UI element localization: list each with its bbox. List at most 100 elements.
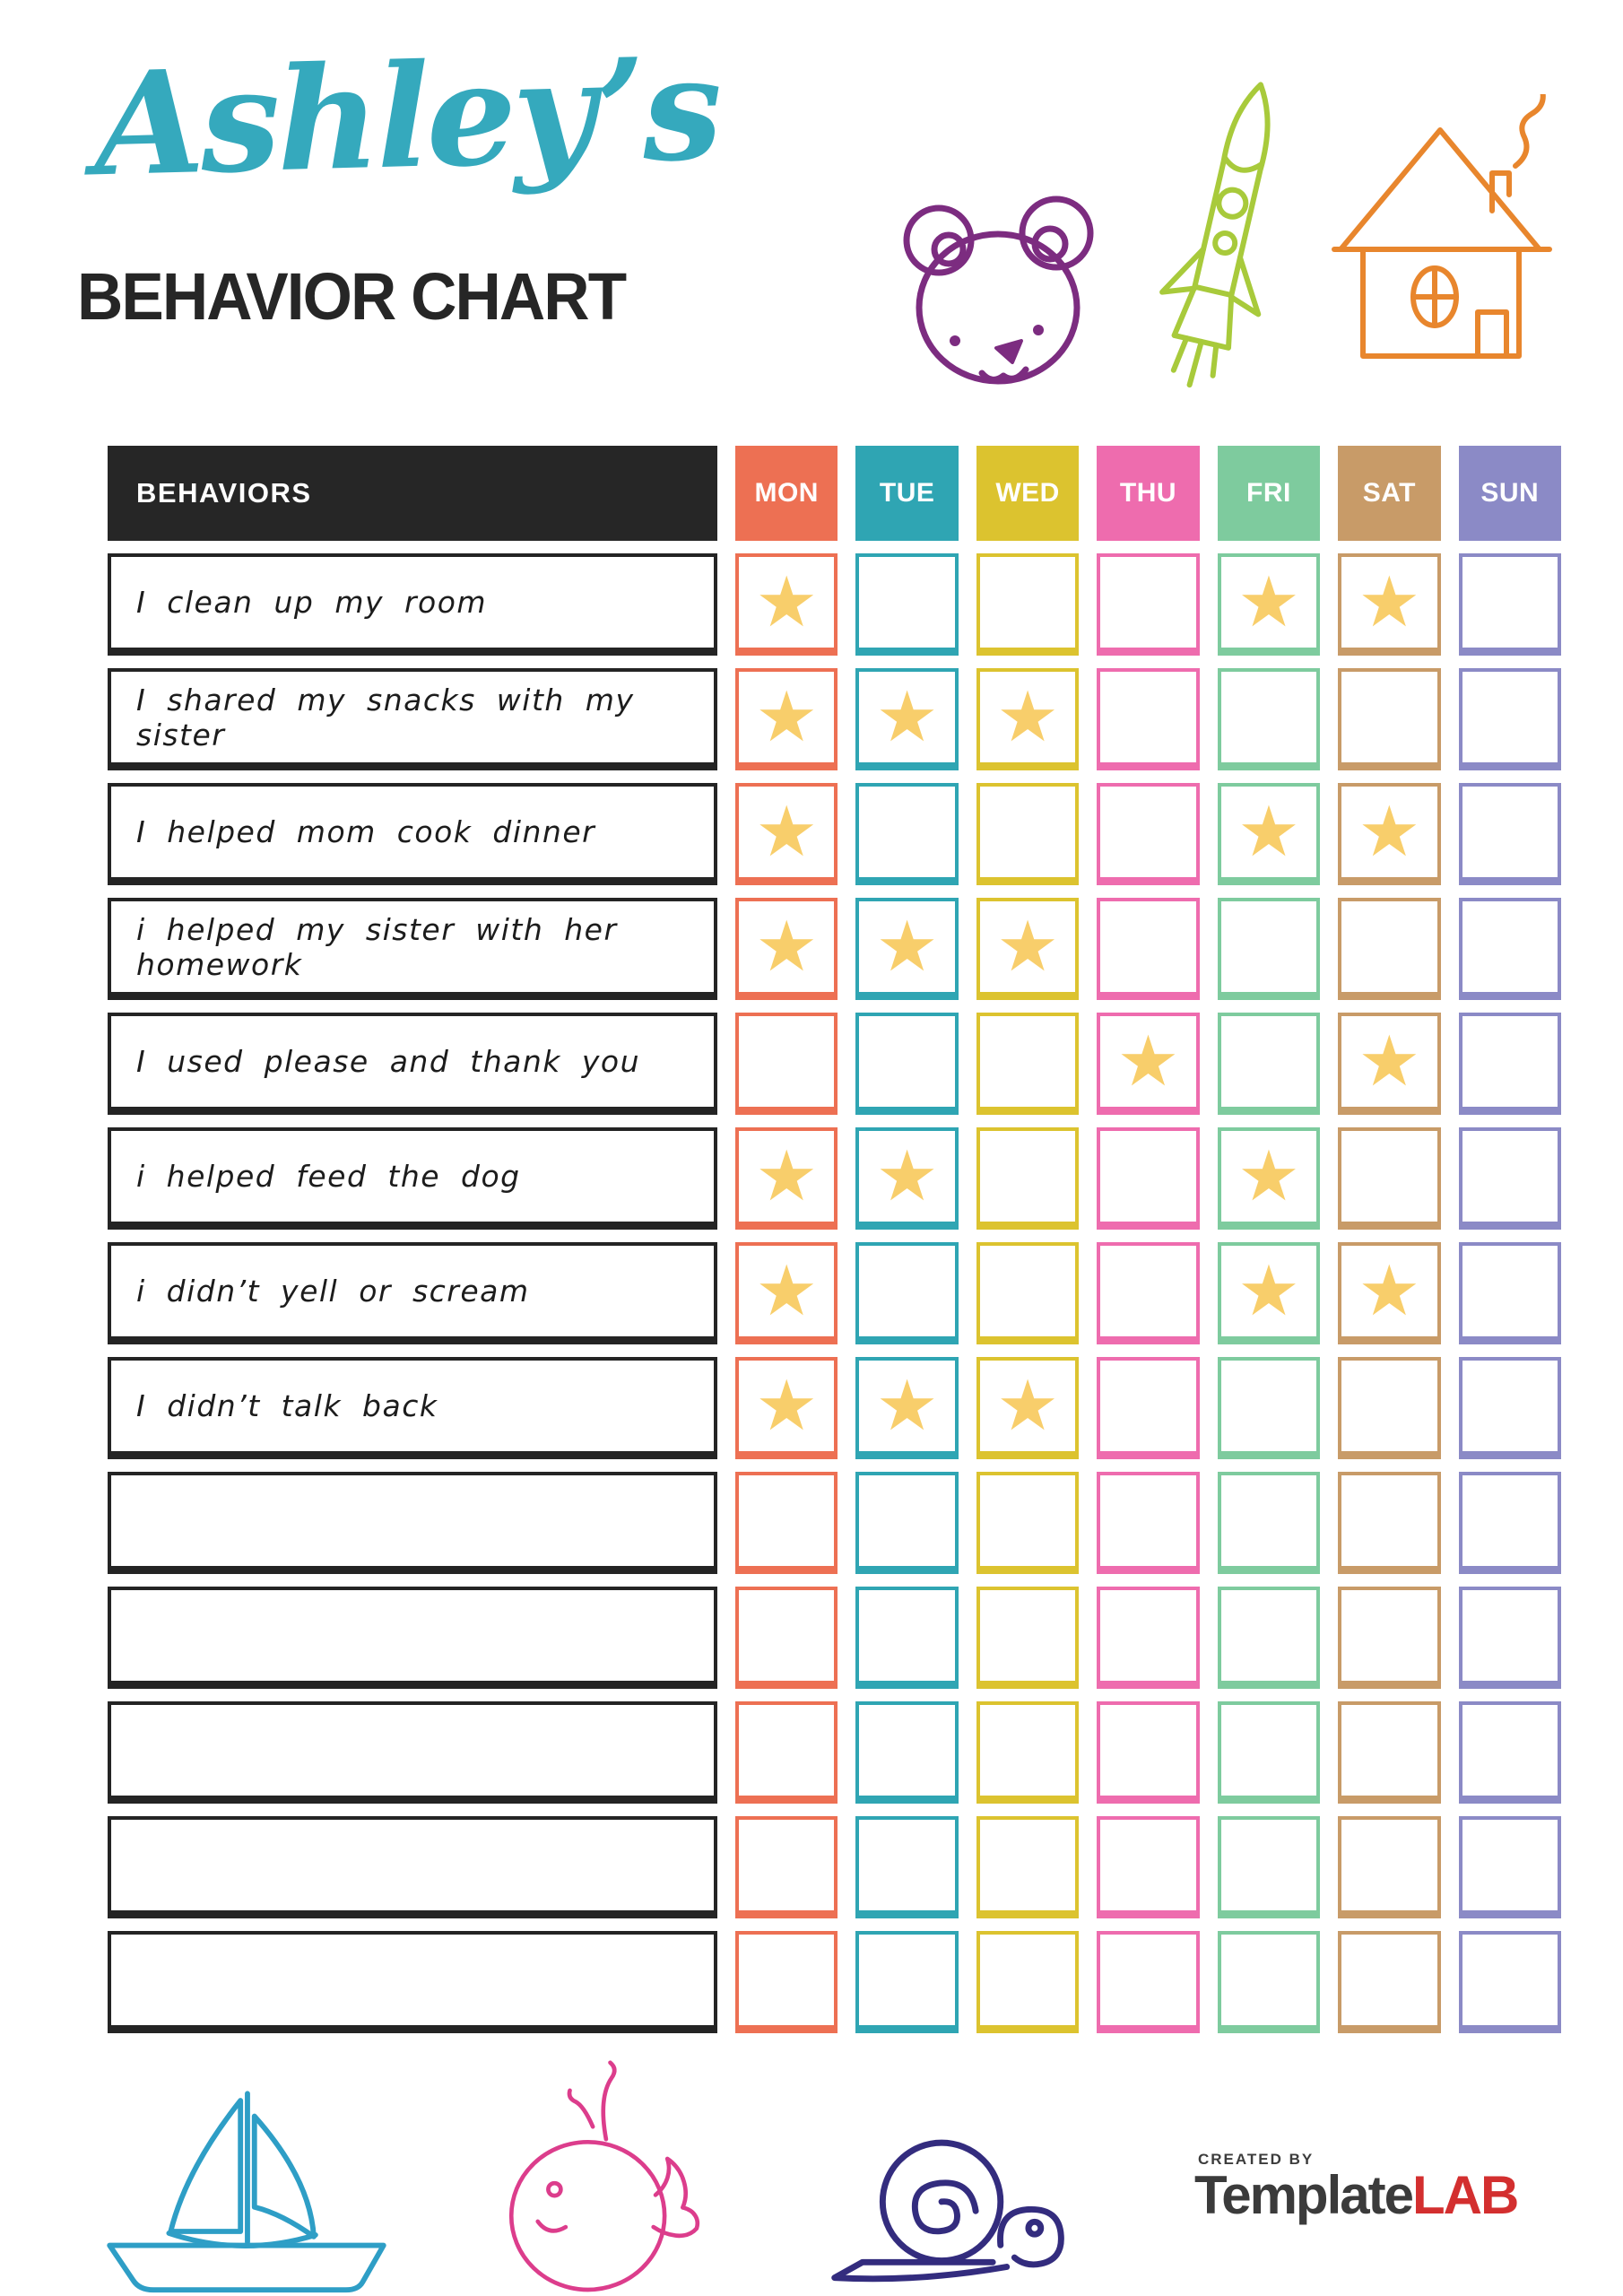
brand-primary: Template (1194, 2165, 1414, 2225)
behavior-cell-fri-row7: ★ (1217, 1242, 1321, 1344)
behavior-table: BEHAVIORS MON TUE WED THU FRI SAT SUN I clean up… (108, 446, 1561, 2033)
star-icon: ★ (875, 906, 939, 987)
behavior-cell-mon-row3: ★ (735, 783, 838, 885)
behavior-cell-thu-row1 (1097, 553, 1200, 656)
star-icon: ★ (1358, 561, 1421, 643)
behavior-cell-sat-row9 (1338, 1472, 1441, 1574)
behavior-cell-sun-row13 (1458, 1931, 1561, 2033)
behavior-cell-sun-row12 (1458, 1816, 1561, 1918)
behavior-cell-sat-row7: ★ (1338, 1242, 1441, 1344)
behavior-cell-thu-row13 (1097, 1931, 1200, 2033)
behavior-cell-mon-row6: ★ (735, 1127, 838, 1230)
behavior-cell-wed-row10 (976, 1587, 1080, 1689)
behavior-cell-mon-row1: ★ (735, 553, 838, 656)
behavior-cell-fri-row5 (1217, 1013, 1321, 1115)
behavior-cell-tue-row9 (855, 1472, 959, 1574)
behavior-cell-fri-row6: ★ (1217, 1127, 1321, 1230)
behavior-cell-sun-row9 (1458, 1472, 1561, 1574)
behavior-cell-sun-row5 (1458, 1013, 1561, 1115)
behavior-cell-mon-row5 (735, 1013, 838, 1115)
behavior-cell-thu-row3 (1097, 783, 1200, 885)
behavior-label: I used please and thank you (108, 1013, 717, 1115)
behavior-cell-wed-row6 (976, 1127, 1080, 1230)
behavior-cell-thu-row11 (1097, 1701, 1200, 1804)
star-icon: ★ (875, 1365, 939, 1447)
behavior-cell-sat-row5: ★ (1338, 1013, 1441, 1115)
behavior-cell-sun-row11 (1458, 1701, 1561, 1804)
behavior-cell-wed-row11 (976, 1701, 1080, 1804)
behavior-text: I helped mom cook dinner (136, 814, 596, 849)
behavior-cell-fri-row4 (1217, 898, 1321, 1000)
star-icon: ★ (755, 1135, 819, 1217)
behavior-label (108, 1587, 717, 1689)
star-icon: ★ (1237, 1250, 1300, 1332)
day-header-mon: MON (735, 446, 838, 541)
behavior-cell-wed-row12 (976, 1816, 1080, 1918)
behavior-cell-wed-row7 (976, 1242, 1080, 1344)
behavior-cell-sat-row1: ★ (1338, 553, 1441, 656)
behavior-cell-mon-row10 (735, 1587, 838, 1689)
templatelab-logo: CREATED BY TemplateLAB (1194, 2151, 1519, 2225)
behavior-cell-sat-row12 (1338, 1816, 1441, 1918)
behavior-label (108, 1816, 717, 1918)
star-icon: ★ (1237, 791, 1300, 873)
behavior-cell-thu-row12 (1097, 1816, 1200, 1918)
behavior-cell-wed-row1 (976, 553, 1080, 656)
behavior-text: I didn’t talk back (136, 1388, 438, 1423)
behavior-cell-sat-row4 (1338, 898, 1441, 1000)
behavior-cell-wed-row5 (976, 1013, 1080, 1115)
behavior-label: I shared my snacks with my sister (108, 668, 717, 770)
behavior-cell-tue-row10 (855, 1587, 959, 1689)
behavior-text: I used please and thank you (136, 1044, 640, 1079)
behavior-cell-sun-row10 (1458, 1587, 1561, 1689)
behavior-cell-sat-row10 (1338, 1587, 1441, 1689)
behavior-cell-thu-row10 (1097, 1587, 1200, 1689)
behavior-cell-sat-row3: ★ (1338, 783, 1441, 885)
behavior-cell-sat-row13 (1338, 1931, 1441, 2033)
behavior-cell-tue-row6: ★ (855, 1127, 959, 1230)
behavior-cell-sun-row7 (1458, 1242, 1561, 1344)
behavior-cell-fri-row8 (1217, 1357, 1321, 1459)
star-icon: ★ (875, 676, 939, 758)
sailboat-icon (85, 2074, 408, 2293)
day-header-fri: FRI (1217, 446, 1321, 541)
behavior-cell-thu-row2 (1097, 668, 1200, 770)
behavior-cell-mon-row2: ★ (735, 668, 838, 770)
behavior-label: i helped my sister with her homework (108, 898, 717, 1000)
star-icon: ★ (1358, 1021, 1421, 1102)
day-header-sat: SAT (1338, 446, 1441, 541)
behavior-cell-wed-row3 (976, 783, 1080, 885)
day-header-thu: THU (1097, 446, 1200, 541)
behavior-cell-tue-row8: ★ (855, 1357, 959, 1459)
star-icon: ★ (755, 906, 819, 987)
behavior-label: I didn’t talk back (108, 1357, 717, 1459)
behavior-cell-mon-row11 (735, 1701, 838, 1804)
house-icon (1325, 94, 1563, 368)
behavior-text: I clean up my room (136, 585, 488, 620)
behavior-label: I helped mom cook dinner (108, 783, 717, 885)
behavior-cell-thu-row4 (1097, 898, 1200, 1000)
behavior-cell-sun-row1 (1458, 553, 1561, 656)
rocket-icon (1132, 70, 1320, 402)
behavior-cell-tue-row5 (855, 1013, 959, 1115)
behavior-cell-wed-row4: ★ (976, 898, 1080, 1000)
behavior-cell-thu-row5: ★ (1097, 1013, 1200, 1115)
behavior-cell-mon-row7: ★ (735, 1242, 838, 1344)
behavior-label (108, 1931, 717, 2033)
behavior-cell-mon-row13 (735, 1931, 838, 2033)
day-header-sun: SUN (1458, 446, 1561, 541)
behavior-cell-tue-row7 (855, 1242, 959, 1344)
behavior-cell-sun-row8 (1458, 1357, 1561, 1459)
behavior-cell-wed-row9 (976, 1472, 1080, 1574)
day-header-tue: TUE (855, 446, 959, 541)
star-icon: ★ (1237, 561, 1300, 643)
behavior-cell-fri-row1: ★ (1217, 553, 1321, 656)
star-icon: ★ (755, 561, 819, 643)
behavior-cell-thu-row7 (1097, 1242, 1200, 1344)
behavior-cell-fri-row2 (1217, 668, 1321, 770)
star-icon: ★ (1116, 1021, 1180, 1102)
behavior-label: I clean up my room (108, 553, 717, 656)
behavior-cell-sun-row6 (1458, 1127, 1561, 1230)
behavior-cell-sun-row4 (1458, 898, 1561, 1000)
